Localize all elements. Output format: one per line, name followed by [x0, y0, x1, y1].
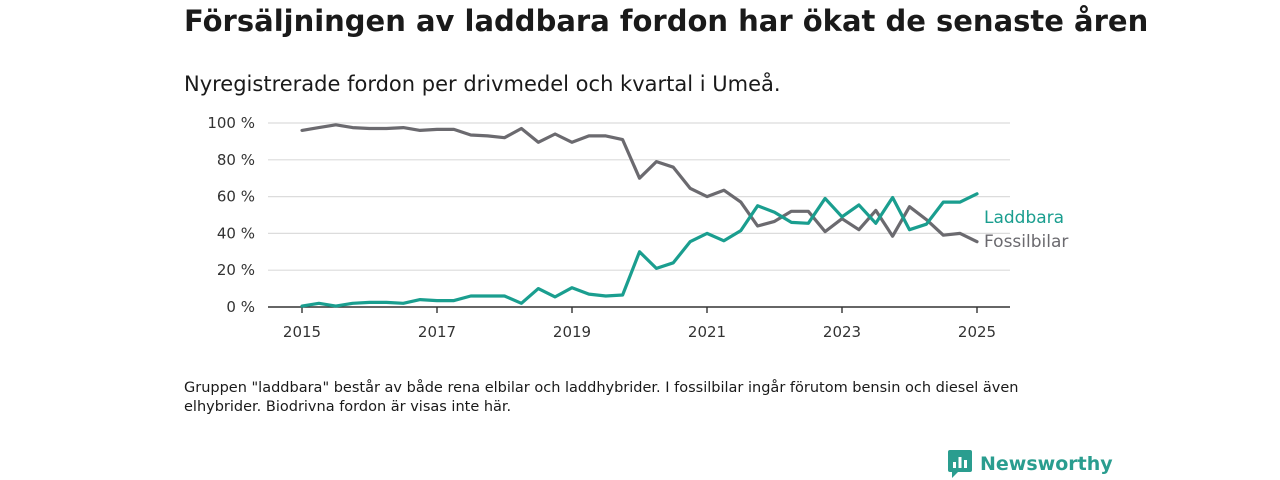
x-tick-label: 2021	[688, 323, 726, 341]
footnote: Gruppen "laddbara" består av både rena e…	[184, 380, 1019, 415]
chart-subtitle: Nyregistrerade fordon per drivmedel och …	[184, 72, 781, 96]
x-tick-label: 2023	[823, 323, 861, 341]
y-tick-label: 20 %	[217, 261, 255, 279]
brand-logo: Newsworthy	[948, 450, 1113, 478]
x-tick-label: 2019	[553, 323, 591, 341]
brand-name: Newsworthy	[980, 453, 1113, 475]
line-chart: 0 % 20 % 40 % 60 % 80 % 100 % 2015 2017 2019 2021…	[207, 114, 1068, 341]
x-tick-label: 2017	[418, 323, 456, 341]
y-tick-label: 60 %	[217, 188, 255, 206]
newsworthy-logo-icon	[948, 450, 972, 478]
y-tick-label: 40 %	[217, 224, 255, 242]
y-tick-label: 100 %	[207, 114, 255, 132]
x-tick-label: 2015	[283, 323, 321, 341]
y-tick-label: 0 %	[226, 298, 255, 316]
series-label-fossilbilar: Fossilbilar	[984, 232, 1068, 252]
series-line-laddbara	[300, 192, 979, 308]
y-tick-label: 80 %	[217, 151, 255, 169]
series-line-fossilbilar	[300, 123, 979, 244]
chart-title: Försäljningen av laddbara fordon har öka…	[184, 4, 1149, 38]
series-label-laddbara: Laddbara	[984, 208, 1064, 228]
x-tick-label: 2025	[958, 323, 996, 341]
